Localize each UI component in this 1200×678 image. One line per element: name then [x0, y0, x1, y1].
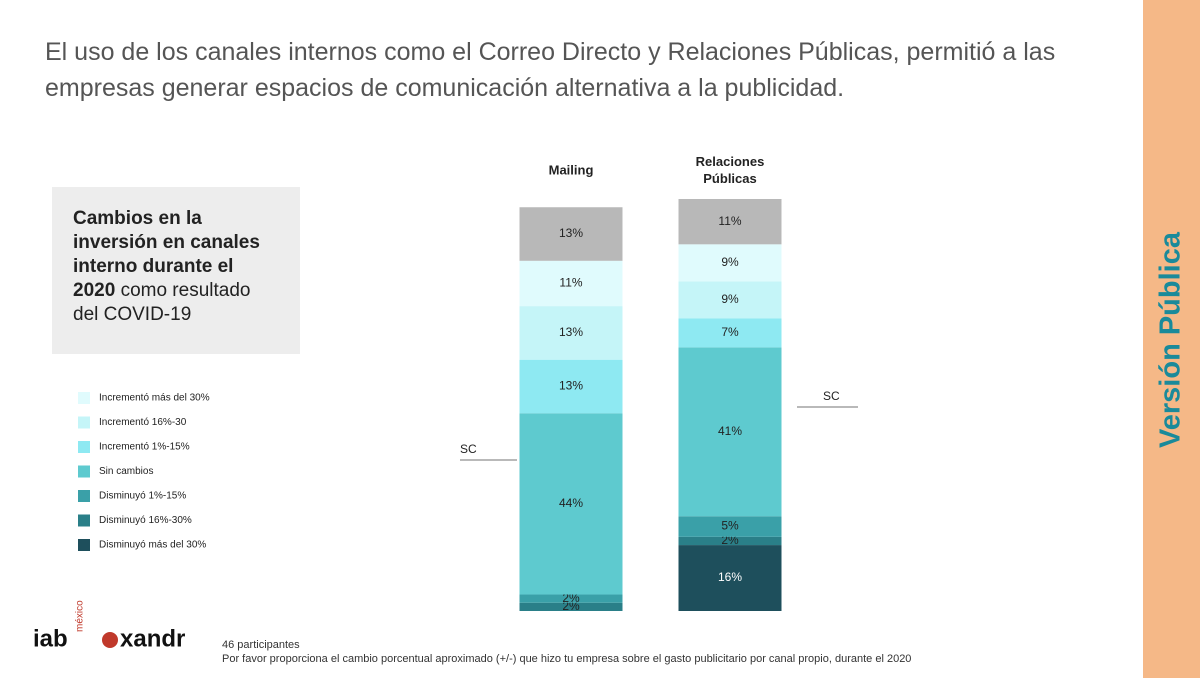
legend-swatch — [78, 465, 90, 478]
sc-label: SC — [823, 389, 840, 403]
legend-label: Incrementó más del 30% — [99, 393, 210, 404]
value-label: 11% — [718, 214, 741, 228]
value-label: 5% — [721, 519, 739, 533]
side-banner: Versión Pública — [1143, 0, 1200, 678]
legend-swatch — [78, 416, 90, 429]
legend-label: Incrementó 1%-15% — [99, 442, 190, 453]
bar-segment — [678, 536, 782, 546]
legend-swatch — [78, 392, 90, 404]
box-text: Cambios en la inversión en canales inter… — [73, 207, 278, 327]
value-label: 7% — [721, 325, 739, 339]
category-label: Relaciones Públicas — [696, 154, 765, 186]
box-bold: Cambios en la inversión en canales inter… — [73, 208, 260, 301]
value-label: 13% — [559, 325, 583, 339]
participants: 46 participantes — [222, 639, 300, 651]
info-box: Cambios en la inversión en canales inter… — [52, 187, 300, 354]
legend-label: Disminuyó 16%-30% — [99, 515, 192, 526]
category-line: Públicas — [703, 171, 756, 186]
logo-mexico: méxico — [75, 600, 86, 632]
value-label: 13% — [559, 379, 583, 393]
legend-label: Disminuyó 1%-15% — [99, 491, 186, 502]
value-label: 41% — [718, 424, 742, 438]
slide-title: El uso de los canales internos como el C… — [45, 38, 1056, 102]
value-label: 9% — [721, 255, 739, 269]
bar-segment — [678, 545, 782, 611]
value-label: 44% — [559, 496, 583, 510]
logo-mark — [102, 632, 118, 648]
bar-segment — [519, 260, 623, 307]
question: Por favor proporciona el cambio porcentu… — [222, 653, 912, 665]
bar-segment — [678, 516, 782, 537]
bar-segment — [519, 306, 623, 360]
bar-segment — [678, 318, 782, 348]
bar-segment — [678, 347, 782, 517]
legend-swatch — [78, 490, 90, 502]
bar-segment — [519, 594, 623, 603]
legend-label: Sin cambios — [99, 466, 153, 477]
legend-label: Disminuyó más del 30% — [99, 540, 206, 551]
sc-label: SC — [460, 442, 477, 456]
category-label: Mailing — [549, 162, 594, 177]
bar-segment — [519, 413, 623, 595]
bar-segment — [519, 602, 623, 611]
logo-iab: iab — [33, 625, 68, 652]
value-label: 16% — [718, 570, 742, 584]
value-label: 9% — [721, 292, 739, 306]
bar-segment — [678, 244, 782, 282]
value-label: 13% — [559, 226, 583, 240]
bar-segment — [678, 199, 782, 245]
chart: iab méxico xandr Mailing2%2%44%13%13%11%… — [33, 154, 858, 652]
value-label: 11% — [559, 276, 582, 290]
side-label: Versión Pública — [1154, 232, 1187, 448]
legend-swatch — [78, 539, 90, 551]
bar-segment — [678, 281, 782, 319]
legend-swatch — [78, 514, 90, 527]
legend-swatch — [78, 441, 90, 453]
box-normal: como resultado del COVID-19 — [73, 280, 251, 325]
logo-xandr: xandr — [120, 625, 185, 652]
legend-label: Incrementó 16%-30 — [99, 417, 187, 428]
bar-segment — [519, 359, 623, 414]
bar-segment — [519, 207, 623, 261]
category-line: Relaciones — [696, 154, 765, 169]
